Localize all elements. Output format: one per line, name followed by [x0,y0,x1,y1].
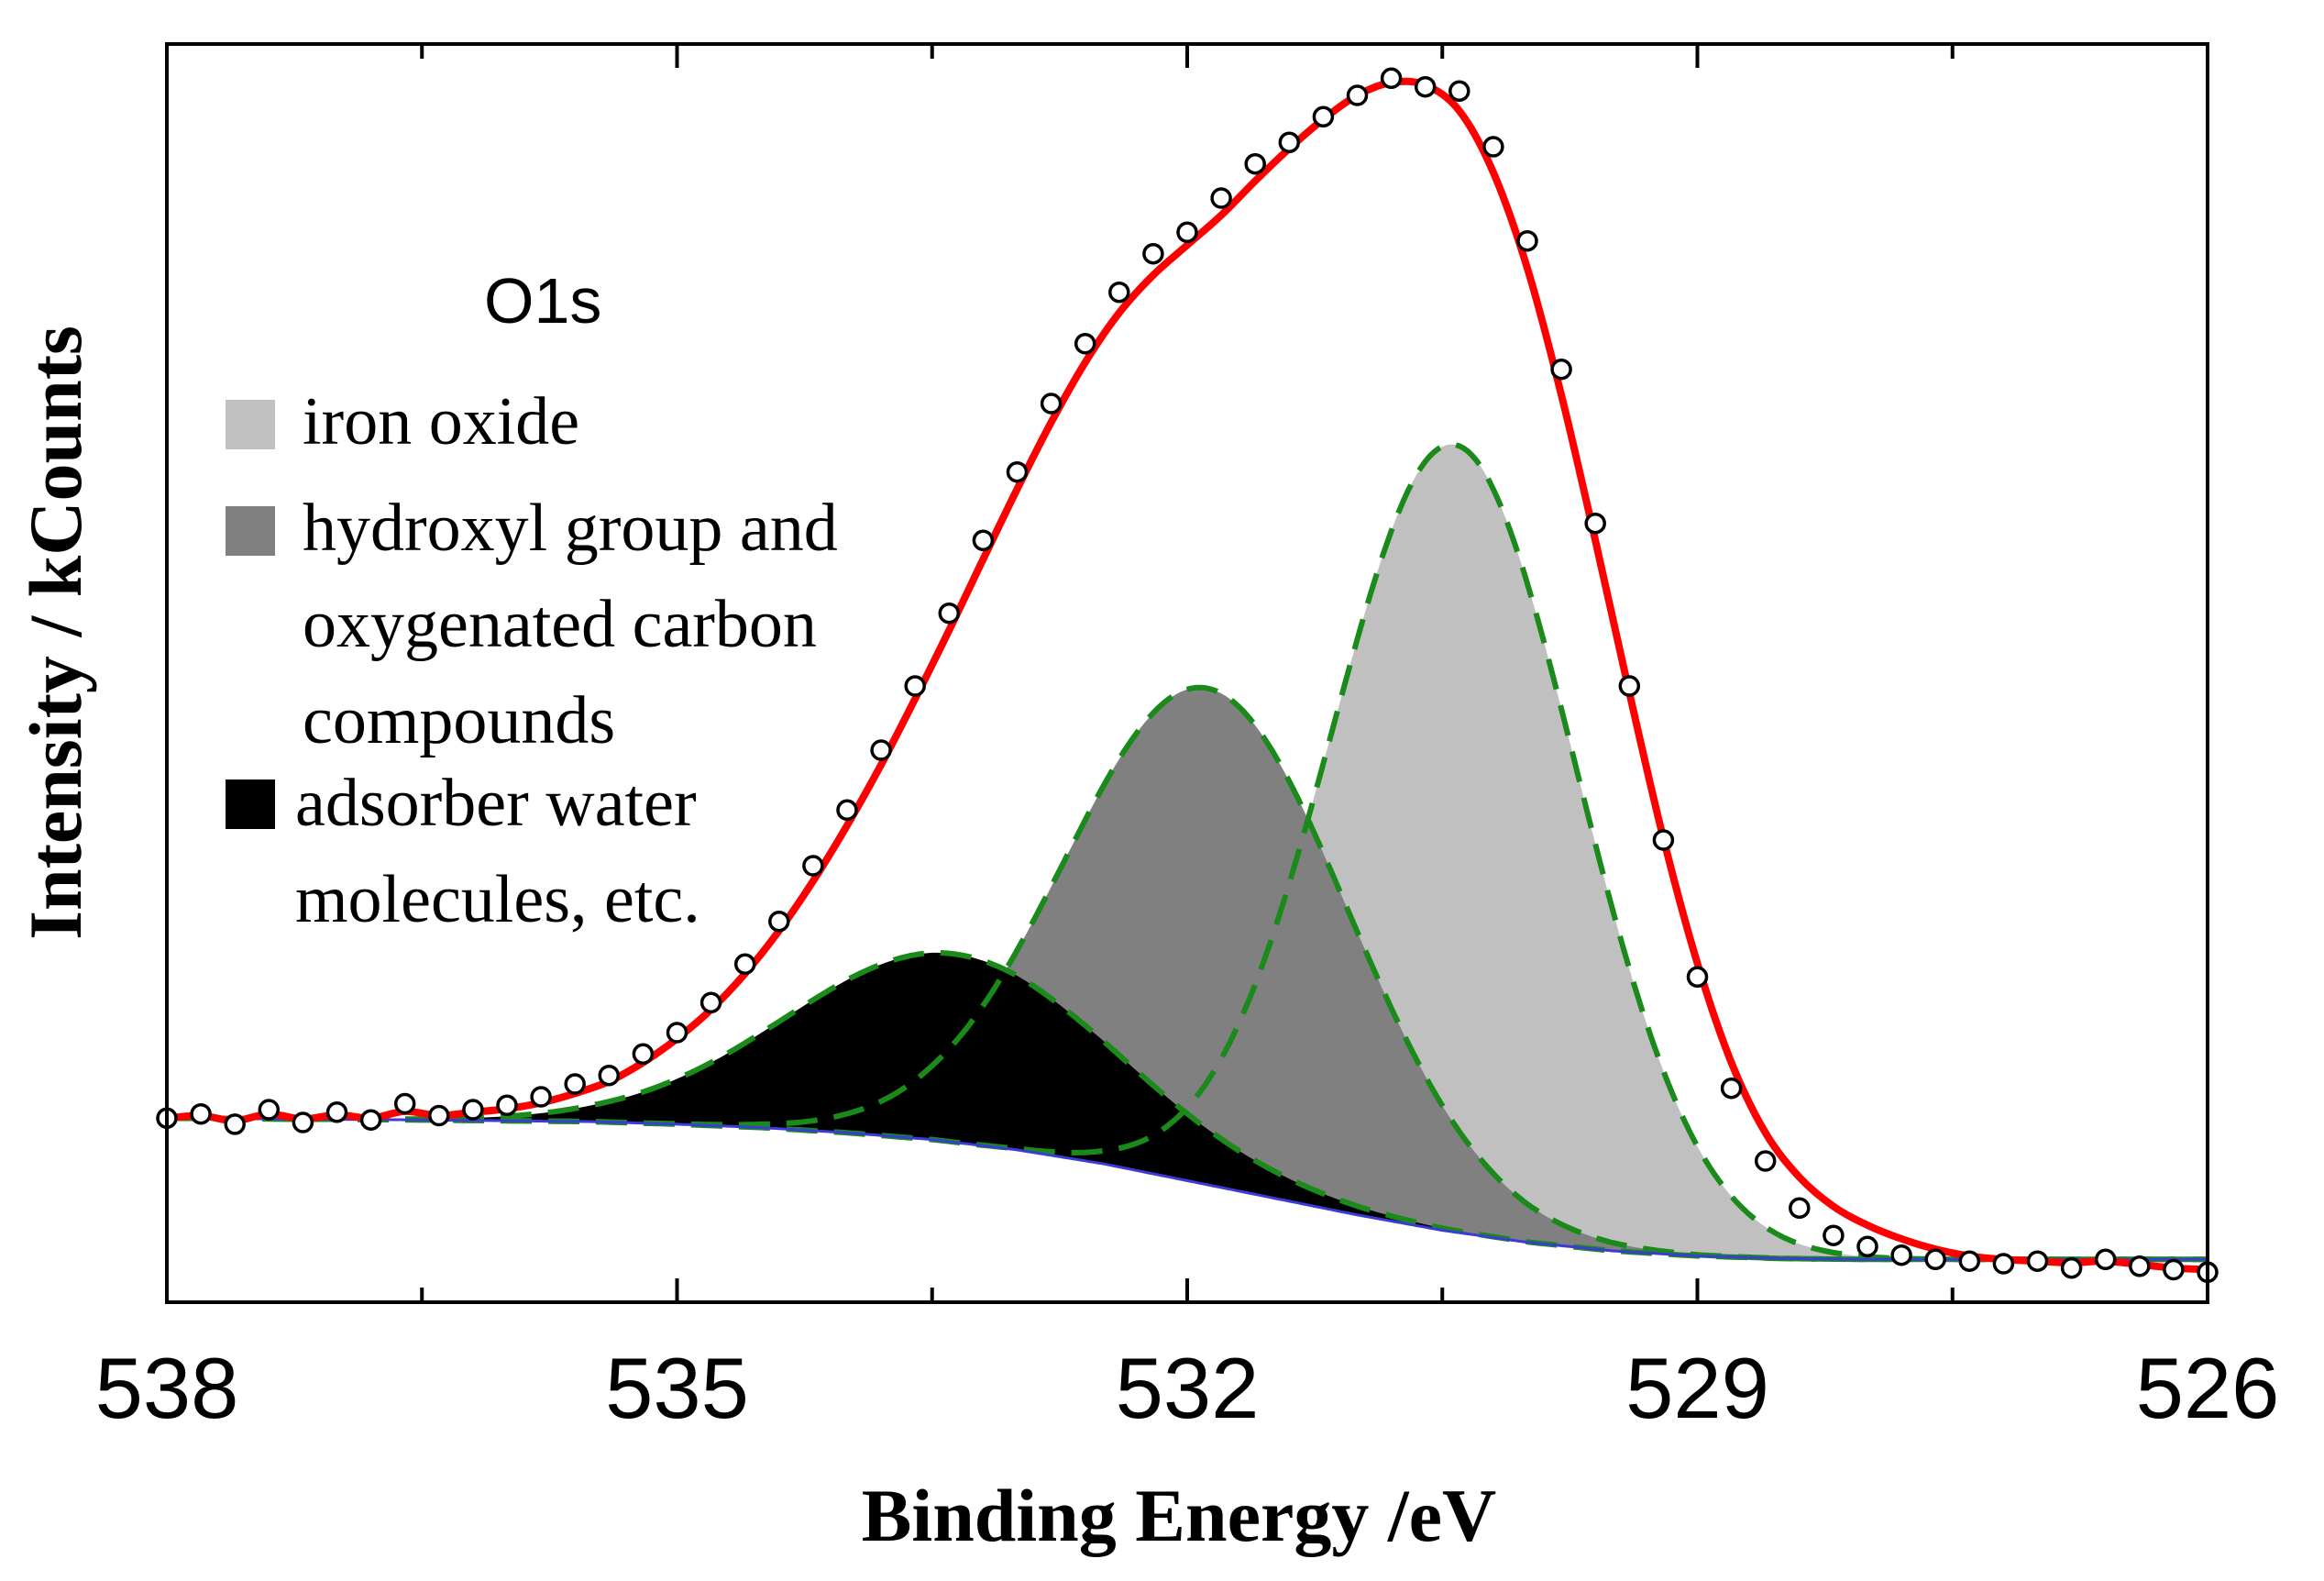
data-point [1924,1248,1946,1271]
data-point [768,910,790,933]
data-point [1652,829,1675,851]
data-point [258,1099,281,1121]
data-point [2060,1256,2083,1279]
legend-label-hydroxyl-line1: hydroxyl group and [303,491,838,566]
data-point [292,1111,314,1133]
legend-swatch-iron-oxide [226,400,275,449]
data-point [428,1104,450,1127]
legend-label-water-line2: molecules, etc. [295,862,700,937]
data-point [1550,358,1572,381]
data-point [1856,1235,1878,1258]
data-point [2026,1250,2049,1272]
data-point [1789,1197,1811,1220]
data-point [632,1043,655,1066]
data-point [666,1022,688,1044]
y-axis-title: Intensity / kCounts [14,326,97,940]
data-point [1380,67,1403,90]
legend-label-water-line1: adsorber water [295,766,697,841]
x-tick-label: 526 [2136,1340,2280,1436]
chart-title: O1s [484,265,601,337]
data-point [1006,460,1029,483]
data-point [1074,332,1096,355]
data-point [1823,1224,1845,1246]
x-tick-label: 529 [1625,1340,1769,1436]
x-tick-label: 532 [1116,1340,1260,1436]
data-point [904,675,926,697]
data-point [1992,1253,2015,1275]
legend: iron oxide hydroxyl group and oxygenated… [226,384,838,937]
legend-swatch-adsorbed-water [226,779,275,829]
data-point [1210,187,1232,209]
data-point [733,953,756,976]
x-axis-title: Binding Energy /eV [862,1474,1497,1557]
data-point [190,1102,212,1125]
legend-swatch-hydroxyl [226,506,275,556]
data-point [1176,221,1198,244]
data-point [564,1073,586,1095]
data-point [496,1094,518,1117]
data-point [393,1092,416,1115]
data-point [325,1101,348,1123]
data-point [1244,152,1266,175]
data-point [2094,1248,2117,1271]
background-line [166,1116,2208,1261]
measured-points [156,67,2219,1284]
data-point [359,1109,382,1131]
legend-label-hydroxyl-line3: compounds [303,683,615,758]
data-point [1754,1150,1777,1172]
data-point [530,1086,552,1108]
data-point [1142,242,1164,265]
data-point [1108,281,1130,304]
data-point [1686,966,1709,989]
data-point [1312,105,1335,128]
legend-label-iron-oxide: iron oxide [303,384,579,459]
component-fills [167,444,2208,1260]
data-point [462,1099,484,1121]
axis-ticks [165,44,2209,1302]
data-point [1958,1250,1981,1272]
data-point [1346,84,1369,106]
x-tick-labels: 538 535 532 529 526 [95,1340,2280,1436]
data-point [2163,1258,2185,1281]
data-point [1720,1077,1743,1100]
data-point [802,855,824,877]
data-point [870,739,892,761]
data-point [1414,75,1437,98]
data-point [598,1064,621,1087]
data-point [972,529,995,552]
data-point [1618,675,1641,697]
component-fill-hydroxyl-oxygenated-carbon [167,687,2208,1260]
data-point [1890,1244,1912,1266]
data-point [1040,392,1063,415]
data-point [1516,229,1538,252]
data-point [1584,512,1606,535]
data-point [1482,136,1504,158]
data-point [836,799,858,822]
data-point [2129,1255,2151,1277]
legend-label-hydroxyl-line2: oxygenated carbon [303,587,817,662]
data-point [1278,131,1301,154]
x-tick-label: 535 [605,1340,749,1436]
data-point [699,991,722,1014]
data-point [938,602,961,625]
x-tick-label: 538 [95,1340,239,1436]
data-point [224,1113,246,1135]
data-point [1448,80,1470,103]
